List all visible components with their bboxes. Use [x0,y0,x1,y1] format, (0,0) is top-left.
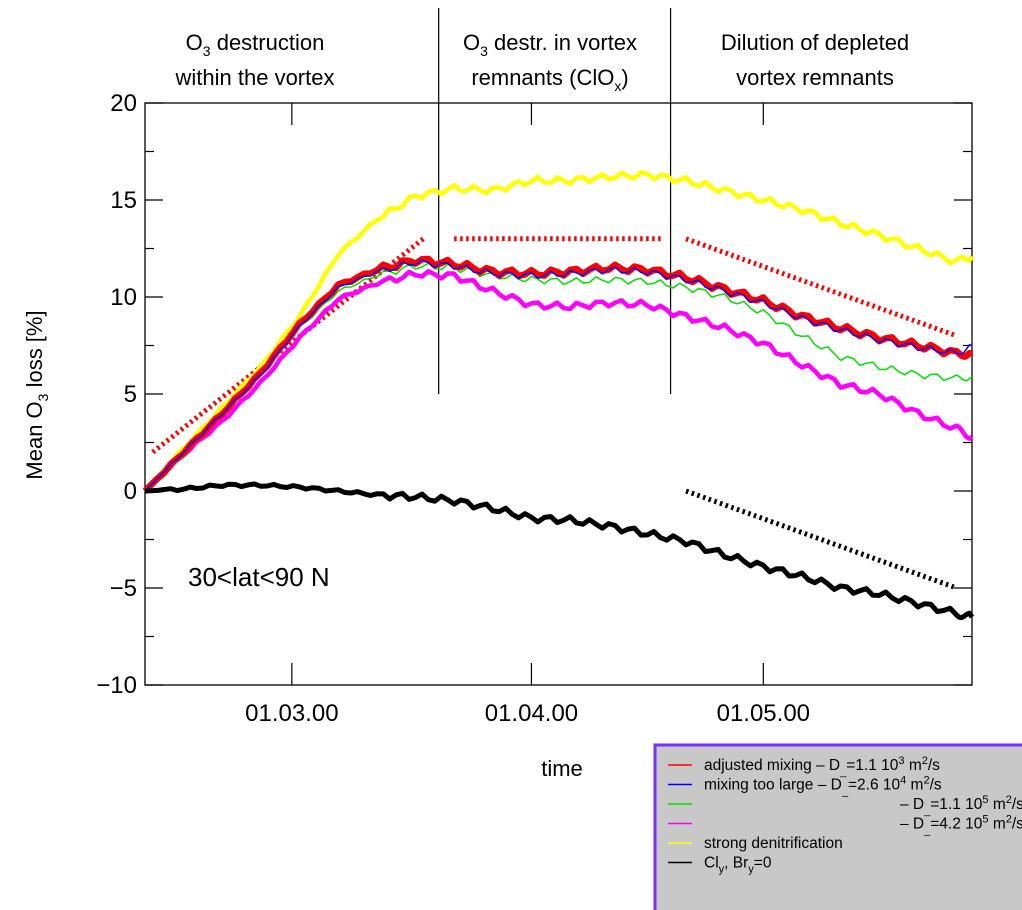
series-lines [142,170,975,621]
legend-label: strong denitrification [704,835,843,852]
y-tick-label: 5 [124,381,137,408]
series-line [144,481,975,621]
y-tick-label: 20 [110,90,137,117]
trend-line [685,488,958,591]
x-tick-labels: 01.03.00 01.04.00 01.05.00 [245,700,810,727]
y-tick-label: −10 [96,672,137,699]
y-tick-labels: 20 15 10 5 0 −5 −10 [96,90,137,699]
series-line [144,262,973,492]
y-tick-label: 0 [124,478,137,505]
y-tick-label: 15 [110,187,137,214]
legend-label: Cly, Bry=0 [704,855,772,876]
series-line [144,258,973,492]
y-tick-label: −5 [110,575,137,602]
phase-3-header-line2: vortex remnants [736,65,894,90]
legend-label: adjusted mixing – D_=1.1 103 m2/s [704,755,940,778]
latitude-annotation: 30<lat<90 N [188,562,330,592]
phase-dividers [438,8,672,394]
x-tick-label: 01.04.00 [485,700,578,727]
series-line [143,268,974,493]
legend-label: – D_=1.1 105 m2/s [900,794,1022,817]
legend: adjusted mixing – D_=1.1 103 m2/smixing … [653,743,1022,910]
trend-lines [151,236,958,591]
legend-box [653,743,1022,910]
y-tick-label: 10 [110,284,137,311]
phase-2-header-line1: O3 destr. in vortex [463,30,637,59]
phase-1-header-line2: within the vortex [175,65,335,90]
x-tick-label: 01.03.00 [245,700,338,727]
legend-label: – D_=4.2 105 m2/s [900,814,1022,837]
series-line [143,170,974,493]
axis-ticks [145,102,972,686]
plot-frame [144,102,973,686]
legend-label: mixing too large – D_=2.6 104 m2/s [704,775,942,798]
phase-2-header-line2: remnants (ClOx) [471,65,628,94]
phase-1-header-line1: O3 destruction [186,30,325,59]
trend-line [151,236,425,455]
phase-3-header-line1: Dilution of depleted [721,30,909,55]
y-axis-label: Mean O3 loss [%] [22,310,51,479]
x-axis-label: time [541,756,583,781]
x-tick-label: 01.05.00 [717,700,810,727]
